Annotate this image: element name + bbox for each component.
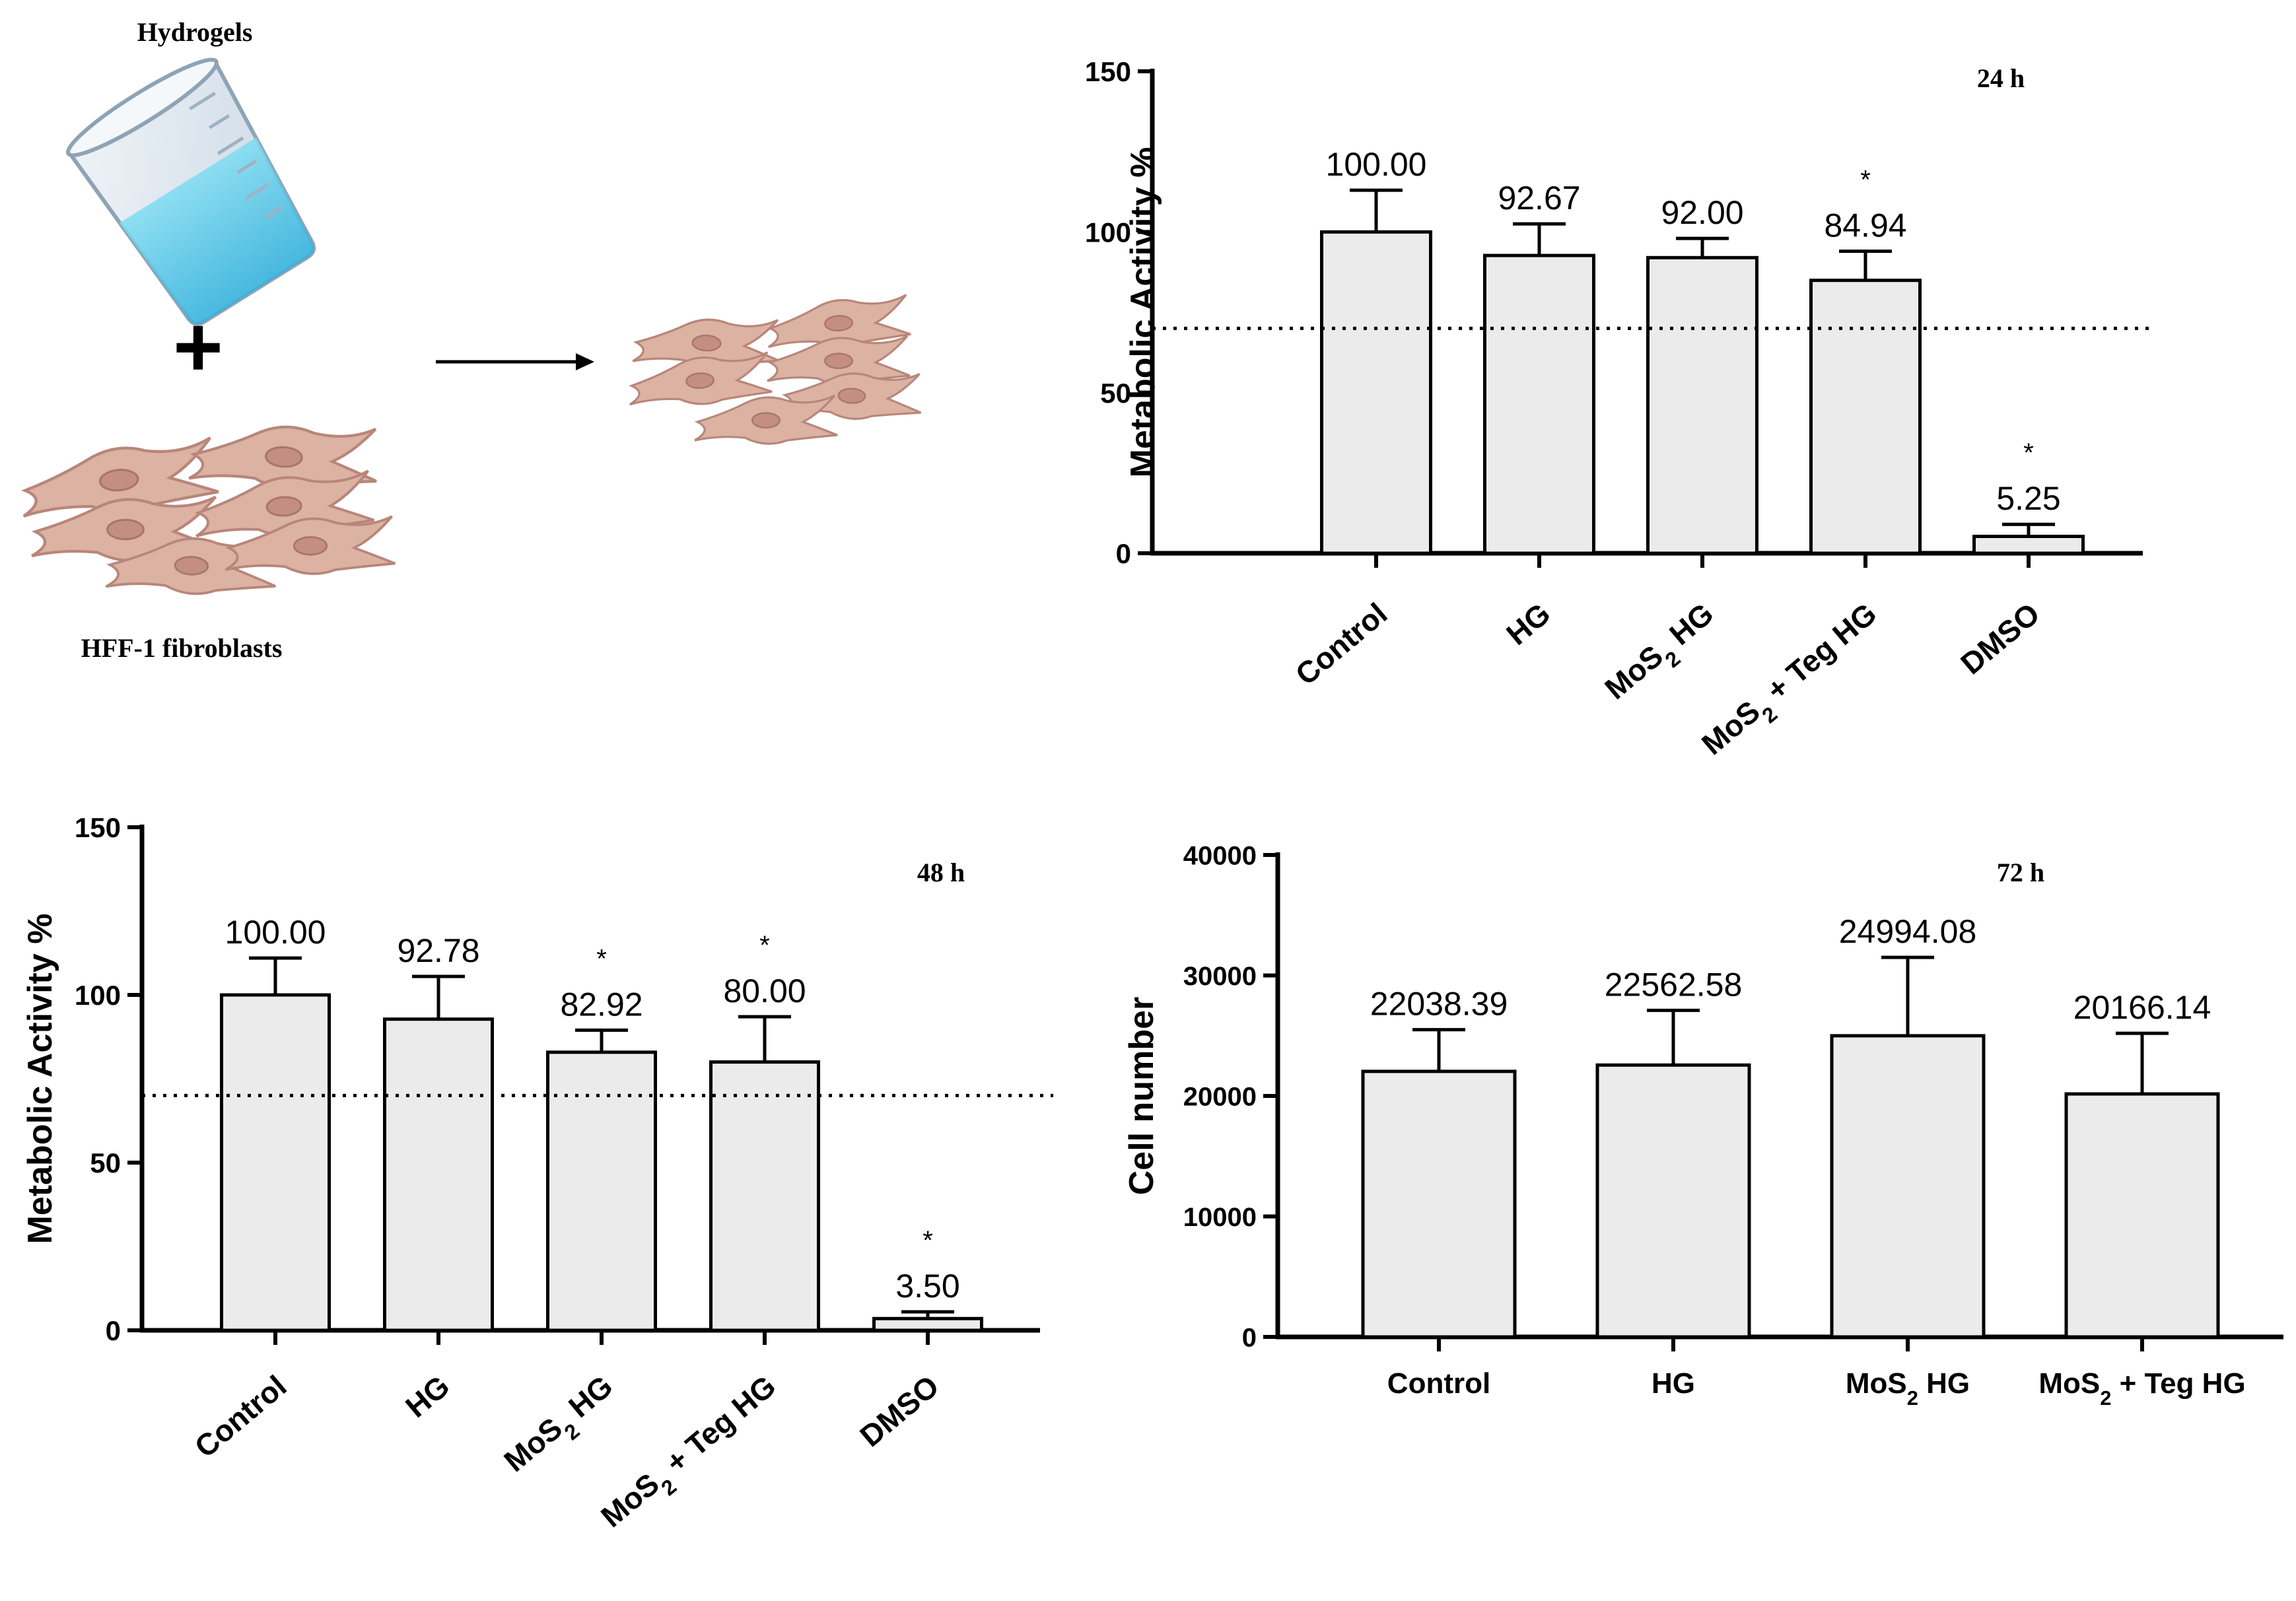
fibroblasts-label: HFF-1 fibroblasts (81, 633, 283, 663)
data-label: 80.00 (723, 972, 806, 1009)
category-label: MoS2 + Teg HG (1695, 596, 1889, 769)
chart-72h: 0 10000 20000 30000 40000 Cell number 72 h 2203… (1123, 841, 2283, 1410)
bar (1483, 254, 1595, 555)
significance-marker: * (1860, 166, 1871, 195)
y-tick-label: 40000 (1183, 841, 1257, 870)
data-label: 24994.08 (1839, 913, 1977, 950)
cell-shape (21, 436, 219, 518)
y-tick-label: 30000 (1183, 962, 1257, 991)
bar (709, 1060, 820, 1332)
category-label: MoS2 + Teg HG (2038, 1367, 2245, 1410)
bar (872, 1316, 983, 1332)
y-tick-label: 10000 (1183, 1203, 1257, 1232)
bar (1646, 255, 1758, 555)
bar (383, 1017, 494, 1332)
data-label: 100.00 (225, 914, 326, 951)
significance-marker: * (759, 931, 770, 960)
bar (220, 993, 331, 1332)
data-label: 92.00 (1661, 194, 1743, 231)
cultured-cells-icon (629, 294, 922, 445)
schematic: Hydrogels + HFF-1 fibroblasts (21, 17, 922, 663)
bar (1809, 279, 1922, 555)
bar (1972, 534, 2085, 555)
y-tick-label: 20000 (1183, 1082, 1257, 1111)
chart-24h: 0 50 100 150 Metabolic Activity % 24 h 100.00 C… (1085, 56, 2156, 769)
category-label: MoS2 HG (1598, 596, 1726, 714)
fibroblast-cells-icon (21, 425, 396, 596)
y-tick-label: 0 (1116, 538, 1131, 569)
beaker-icon (65, 57, 316, 326)
chart-title: 72 h (1997, 858, 2044, 887)
bar (546, 1050, 657, 1332)
category-label: Control (1387, 1367, 1490, 1400)
data-label: 100.00 (1326, 146, 1427, 183)
category-label: DMSO (1954, 596, 2046, 681)
cell-shape (694, 394, 838, 445)
y-tick-label: 0 (106, 1315, 121, 1346)
y-tick-label: 50 (1100, 378, 1131, 409)
cell-shape (105, 537, 276, 596)
data-label: 92.78 (397, 932, 479, 969)
y-tick-label: 100 (1085, 217, 1131, 248)
bar (1320, 230, 1432, 555)
significance-marker: * (2023, 438, 2034, 467)
category-label: HG (1652, 1367, 1695, 1400)
category-label: MoS2 + Teg HG (594, 1369, 788, 1542)
chart-48h: 0 50 100 150 Metabolic Activity % 48 h 100.00 C… (21, 812, 1053, 1542)
category-label: Control (188, 1369, 293, 1464)
data-label: 5.25 (1996, 480, 2060, 517)
y-tick-label: 150 (1085, 56, 1131, 87)
significance-marker: * (596, 944, 607, 973)
category-label: DMSO (853, 1369, 945, 1454)
category-label: MoS2 HG (497, 1369, 625, 1486)
data-label: 84.94 (1824, 207, 1906, 244)
category-label: HG (399, 1369, 456, 1424)
plus-sign: + (173, 298, 223, 395)
data-label: 20166.14 (2073, 989, 2211, 1026)
data-label: 92.67 (1498, 180, 1580, 217)
y-tick-label: 100 (75, 980, 121, 1011)
cell-shape (767, 335, 911, 386)
bar (1830, 1034, 1986, 1339)
bar (2064, 1092, 2220, 1339)
hydrogels-label: Hydrogels (137, 17, 253, 47)
data-label: 22562.58 (1605, 966, 1743, 1003)
bar (1361, 1070, 1517, 1339)
arrow-icon (436, 353, 594, 370)
cell-shape (632, 318, 780, 368)
cell-shape (225, 515, 396, 575)
y-axis-title: Cell number (1123, 997, 1161, 1196)
cell-shape (629, 351, 773, 406)
data-label: 22038.39 (1370, 986, 1508, 1023)
category-label: MoS2 HG (1846, 1367, 1970, 1410)
data-label: 82.92 (560, 986, 643, 1023)
significance-marker: * (922, 1226, 933, 1255)
bar (1595, 1063, 1751, 1339)
cell-shape (188, 425, 377, 490)
y-axis-title: Metabolic Activity % (21, 914, 59, 1244)
cell-shape (767, 294, 911, 349)
category-label: HG (1500, 596, 1556, 652)
data-label: 3.50 (895, 1268, 959, 1305)
chart-title: 48 h (917, 858, 965, 887)
y-tick-label: 150 (75, 812, 121, 843)
y-tick-label: 50 (90, 1147, 121, 1178)
y-tick-label: 0 (1242, 1323, 1257, 1352)
y-axis-title: Metabolic Activity % (1124, 147, 1162, 478)
category-label: Control (1289, 596, 1394, 692)
chart-title: 24 h (1977, 63, 2025, 93)
